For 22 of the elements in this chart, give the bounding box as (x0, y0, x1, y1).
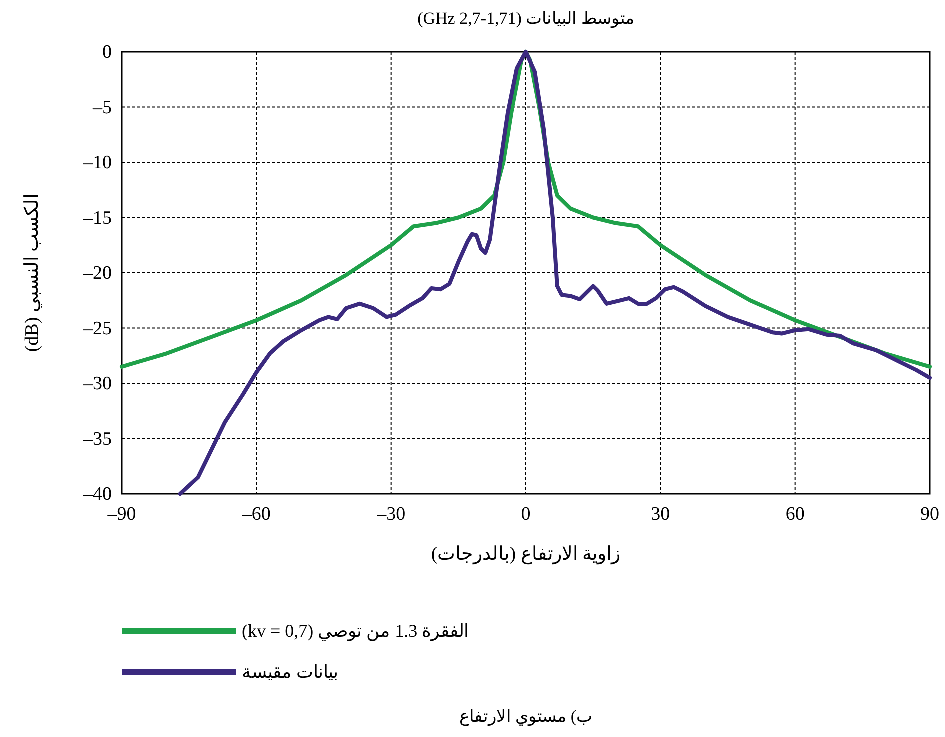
x-axis-title: زاوية الارتفاع (بالدرجات) (431, 544, 621, 565)
x-tick-label: 30 (651, 504, 670, 525)
x-tick-label: –30 (376, 504, 406, 525)
y-tick-label: –25 (82, 318, 112, 340)
y-tick-label: –15 (82, 208, 112, 229)
y-tick-label: –30 (82, 374, 112, 394)
x-tick-label: –90 (106, 504, 136, 525)
chart-title: متوسط البيانات (1,71-2,7 GHz) (418, 9, 634, 29)
x-tick-label: 60 (786, 504, 805, 525)
y-tick-label: –20 (82, 263, 112, 284)
text: ب) مستوي الارتفاع (459, 707, 593, 727)
x-tick-label: –60 (241, 504, 271, 525)
y-axis-title: الكسب النسبي (dB) (22, 194, 43, 352)
legend-label: بيانات مقيسة (242, 662, 338, 682)
y-tick-label: –10 (82, 152, 112, 174)
x-tick-label: 90 (920, 504, 940, 525)
x-tick-label: 0 (521, 504, 531, 525)
y-tick-label: –35 (82, 428, 112, 450)
y-tick-label: –5 (92, 97, 112, 118)
y-tick-label: 0 (102, 42, 112, 63)
y-tick-label: –40 (82, 484, 112, 505)
legend-label: الفقرة 1.3 من توصي (kv = 0,7) (242, 621, 470, 642)
